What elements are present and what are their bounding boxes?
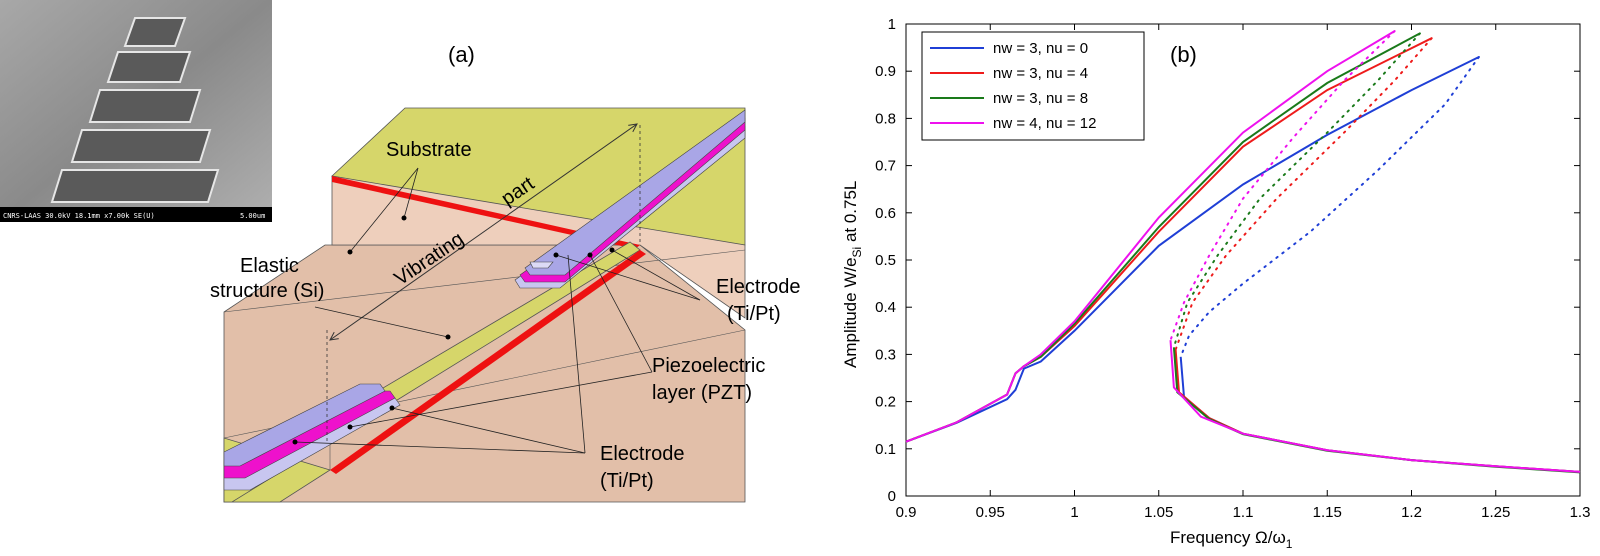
leader-dots bbox=[292, 215, 615, 445]
x-axis-label-sub: 1 bbox=[1286, 537, 1293, 551]
x-tick-label: 1.25 bbox=[1481, 504, 1510, 521]
electrode-top-label-line1: Electrode bbox=[716, 276, 801, 298]
y-tick-label: 0 bbox=[888, 488, 896, 505]
x-axis-label-main: Frequency Ω/ω bbox=[1170, 528, 1286, 547]
y-tick-label: 0.5 bbox=[875, 252, 896, 269]
sem-scale: 5.00um bbox=[240, 212, 265, 220]
y-axis-label: Amplitude W/eSi at 0.75L bbox=[841, 181, 864, 368]
y-tick-label: 0.8 bbox=[875, 110, 896, 127]
x-tick-label: 0.95 bbox=[976, 504, 1005, 521]
electrode-top-label-line2: (Ti/Pt) bbox=[727, 303, 781, 325]
x-tick-label: 1.1 bbox=[1233, 504, 1254, 521]
y-tick-label: 0.3 bbox=[875, 346, 896, 363]
panel-b-label: (b) bbox=[1170, 42, 1197, 67]
legend-label: nw = 3, nu = 0 bbox=[993, 40, 1088, 57]
series-line-unstable bbox=[1179, 56, 1480, 358]
y-tick-label: 0.7 bbox=[875, 158, 896, 175]
y-tick-label: 0.6 bbox=[875, 205, 896, 222]
series-line-unstable bbox=[1169, 30, 1396, 342]
vibrating-part-arrow bbox=[330, 124, 637, 340]
series-line-lower bbox=[1169, 340, 1581, 473]
electrode-bottom-label-line2: (Ti/Pt) bbox=[600, 470, 654, 492]
series-line-upper bbox=[905, 30, 1396, 443]
elastic-label-line2: structure (Si) bbox=[210, 280, 324, 302]
x-tick-label: 1.2 bbox=[1401, 504, 1422, 521]
piezo-label-line2: layer (PZT) bbox=[652, 382, 752, 404]
y-axis-label-main: Amplitude W/e bbox=[841, 257, 860, 368]
y-tick-label: 0.9 bbox=[875, 63, 896, 80]
x-tick-label: 1.3 bbox=[1570, 504, 1591, 521]
legend: nw = 3, nu = 0 nw = 3, nu = 4 nw = 3, nu =… bbox=[921, 31, 1145, 141]
y-tick-label: 0.1 bbox=[875, 441, 896, 458]
x-tick-label: 1.15 bbox=[1313, 504, 1342, 521]
series-layer bbox=[905, 30, 1581, 474]
legend-label: nw = 4, nu = 12 bbox=[993, 115, 1096, 132]
x-tick-label: 1 bbox=[1070, 504, 1078, 521]
frequency-response-chart: 0.9 0.95 1 1.05 1.1 1.15 1.2 1.25 1.3 0 0.1 0.2 0.3 0… bbox=[841, 16, 1590, 551]
elastic-label-line1: Elastic bbox=[240, 255, 299, 277]
y-axis-label-suffix: at 0.75L bbox=[841, 181, 860, 247]
legend-label: nw = 3, nu = 8 bbox=[993, 90, 1088, 107]
x-axis-label: Frequency Ω/ω1 bbox=[1170, 528, 1293, 551]
electrode-stack-bottom bbox=[223, 383, 401, 491]
y-tick-label: 1 bbox=[888, 16, 896, 33]
sem-micrograph: CNRS-LAAS 30.0kV 18.1mm x7.00k SE(U) 5.0… bbox=[0, 0, 272, 222]
leader-lines bbox=[294, 167, 701, 454]
y-tick-label: 0.2 bbox=[875, 394, 896, 411]
substrate-label: Substrate bbox=[386, 139, 472, 161]
device-diagram: CNRS-LAAS 30.0kV 18.1mm x7.00k SE(U) 5.0… bbox=[0, 0, 801, 503]
series-line-upper bbox=[905, 56, 1480, 443]
sem-caption: CNRS-LAAS 30.0kV 18.1mm x7.00k SE(U) bbox=[3, 212, 155, 220]
y-axis-label-sub: Si bbox=[850, 247, 864, 258]
electrode-bottom-label-line1: Electrode bbox=[600, 443, 685, 465]
x-tick-label: 1.05 bbox=[1144, 504, 1173, 521]
panel-a-label: (a) bbox=[448, 42, 475, 67]
piezo-label-line1: Piezoelectric bbox=[652, 355, 765, 377]
y-tick-label: 0.4 bbox=[875, 299, 896, 316]
x-tick-label: 0.9 bbox=[896, 504, 917, 521]
legend-label: nw = 3, nu = 4 bbox=[993, 65, 1088, 82]
tick-layer: 0.9 0.95 1 1.05 1.1 1.15 1.2 1.25 1.3 0 0.1 0.2 0.3 0… bbox=[875, 16, 1590, 521]
